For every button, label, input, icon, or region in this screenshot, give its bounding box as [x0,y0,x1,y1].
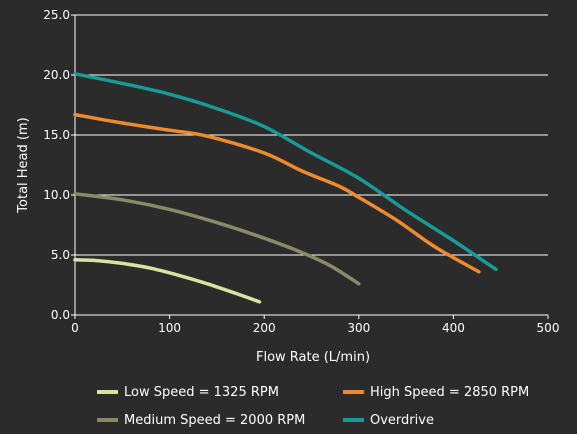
y-tick-label: 0.0 [51,308,70,322]
y-axis-title: Total Head (m) [16,117,31,213]
legend-label: Medium Speed = 2000 RPM [124,413,305,428]
series-line-4 [73,72,498,272]
y-tick-label: 15.0 [43,128,70,142]
ticks-layer: 0.0 5.0 10.0 15.0 20.0 25.0 0 100 200 300 400 500 [43,8,559,335]
x-tick-label: 0 [71,321,79,335]
axes-layer [74,15,548,316]
legend-label: Low Speed = 1325 RPM [124,385,279,400]
legend-item: Low Speed = 1325 RPM [97,385,279,400]
x-axis-title: Flow Rate (L/min) [256,350,370,365]
legend-item: Medium Speed = 2000 RPM [97,413,305,428]
series-layer [73,72,498,304]
x-tick-label: 500 [537,321,560,335]
x-tick-label: 300 [347,321,370,335]
legend-label: High Speed = 2850 RPM [370,385,529,400]
legend-label: Overdrive [370,413,434,428]
series-line-1 [73,258,262,304]
legend: Low Speed = 1325 RPM High Speed = 2850 RP… [97,385,529,428]
y-tick-label: 25.0 [43,8,70,22]
y-tick-label: 10.0 [43,188,70,202]
y-tick-label: 20.0 [43,68,70,82]
legend-item: High Speed = 2850 RPM [343,385,529,400]
grid-layer [75,14,548,256]
legend-item: Overdrive [343,413,434,428]
x-tick-label: 200 [253,321,276,335]
y-tick-label: 5.0 [51,248,70,262]
series-line-3 [73,192,361,286]
series-line-2 [73,112,481,274]
x-tick-label: 100 [158,321,181,335]
x-tick-label: 400 [442,321,465,335]
